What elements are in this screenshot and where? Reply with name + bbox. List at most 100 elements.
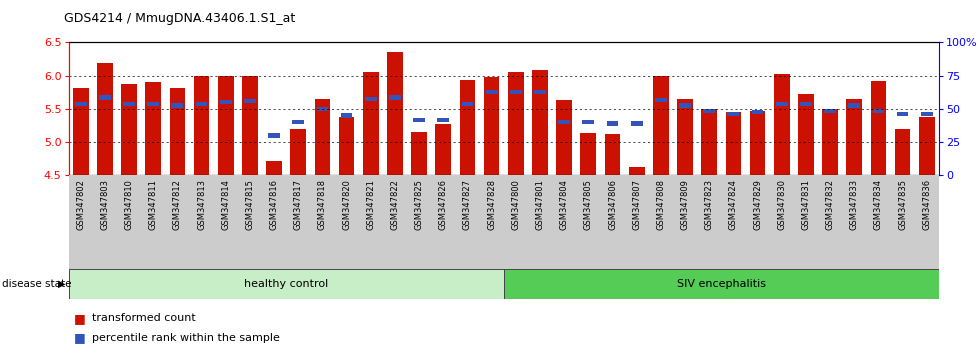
Bar bbox=[290, 130, 306, 175]
Bar bbox=[414, 118, 425, 122]
Bar bbox=[339, 118, 355, 175]
Bar bbox=[824, 109, 836, 113]
Bar bbox=[534, 90, 546, 95]
Bar bbox=[269, 133, 280, 138]
Text: ▶: ▶ bbox=[58, 279, 66, 289]
Bar bbox=[776, 102, 788, 106]
Bar bbox=[725, 112, 741, 175]
Bar bbox=[194, 76, 210, 175]
Text: GSM347817: GSM347817 bbox=[294, 179, 303, 230]
Bar bbox=[508, 72, 523, 175]
Bar bbox=[145, 82, 161, 175]
Bar bbox=[580, 133, 596, 175]
Text: GSM347813: GSM347813 bbox=[197, 179, 206, 230]
Text: transformed count: transformed count bbox=[92, 313, 196, 323]
Bar bbox=[341, 113, 353, 118]
Text: GSM347802: GSM347802 bbox=[76, 179, 85, 230]
Bar bbox=[822, 109, 838, 175]
Text: GSM347828: GSM347828 bbox=[487, 179, 496, 230]
Bar bbox=[872, 109, 884, 113]
Bar bbox=[412, 132, 427, 175]
Bar bbox=[435, 124, 451, 175]
Bar bbox=[73, 88, 88, 175]
Bar bbox=[800, 102, 811, 106]
Text: GSM347806: GSM347806 bbox=[608, 179, 617, 230]
Text: GSM347809: GSM347809 bbox=[680, 179, 690, 230]
Text: GSM347821: GSM347821 bbox=[367, 179, 375, 230]
Bar bbox=[267, 161, 282, 175]
Text: ■: ■ bbox=[74, 312, 85, 325]
Bar bbox=[727, 112, 739, 116]
Text: GSM347800: GSM347800 bbox=[512, 179, 520, 230]
Bar bbox=[847, 99, 862, 175]
Text: GSM347818: GSM347818 bbox=[318, 179, 327, 230]
Bar bbox=[220, 100, 231, 104]
Bar bbox=[315, 99, 330, 175]
Bar bbox=[172, 103, 183, 108]
Text: GSM347810: GSM347810 bbox=[124, 179, 133, 230]
Bar bbox=[607, 121, 618, 126]
Bar bbox=[798, 94, 813, 175]
Text: GSM347830: GSM347830 bbox=[777, 179, 786, 230]
Text: GSM347801: GSM347801 bbox=[535, 179, 545, 230]
Bar bbox=[870, 81, 886, 175]
Bar bbox=[437, 118, 449, 122]
Text: GSM347814: GSM347814 bbox=[221, 179, 230, 230]
Text: GSM347825: GSM347825 bbox=[415, 179, 423, 230]
Bar bbox=[462, 102, 473, 106]
Bar bbox=[317, 107, 328, 111]
Bar bbox=[631, 121, 643, 126]
Bar bbox=[629, 167, 645, 175]
Bar bbox=[389, 96, 401, 100]
Bar bbox=[752, 110, 763, 114]
Text: GSM347823: GSM347823 bbox=[705, 179, 713, 230]
Bar bbox=[510, 90, 521, 95]
Text: GSM347831: GSM347831 bbox=[802, 179, 810, 230]
Bar bbox=[919, 117, 935, 175]
Text: GDS4214 / MmugDNA.43406.1.S1_at: GDS4214 / MmugDNA.43406.1.S1_at bbox=[64, 12, 295, 25]
Bar bbox=[532, 70, 548, 175]
Bar bbox=[921, 112, 933, 116]
Bar bbox=[504, 269, 939, 299]
Bar bbox=[897, 112, 908, 116]
Bar bbox=[679, 103, 691, 108]
Bar bbox=[677, 99, 693, 175]
Bar bbox=[704, 109, 715, 113]
Bar bbox=[849, 103, 860, 108]
Text: GSM347833: GSM347833 bbox=[850, 179, 858, 230]
Text: GSM347812: GSM347812 bbox=[172, 179, 182, 230]
Text: GSM347822: GSM347822 bbox=[390, 179, 400, 230]
Bar bbox=[895, 130, 910, 175]
Bar bbox=[147, 102, 159, 106]
Bar bbox=[582, 120, 594, 124]
Bar bbox=[365, 97, 376, 101]
Bar bbox=[486, 90, 498, 95]
Text: GSM347816: GSM347816 bbox=[270, 179, 278, 230]
Bar bbox=[74, 102, 86, 106]
Text: GSM347811: GSM347811 bbox=[149, 179, 158, 230]
Text: GSM347827: GSM347827 bbox=[463, 179, 472, 230]
Text: GSM347807: GSM347807 bbox=[632, 179, 641, 230]
Bar bbox=[123, 102, 135, 106]
Bar bbox=[99, 96, 111, 100]
Bar bbox=[196, 102, 208, 106]
Bar bbox=[702, 109, 717, 175]
Bar bbox=[69, 269, 504, 299]
Bar bbox=[387, 52, 403, 175]
Text: GSM347808: GSM347808 bbox=[657, 179, 665, 230]
Text: GSM347815: GSM347815 bbox=[245, 179, 255, 230]
Text: GSM347836: GSM347836 bbox=[922, 179, 931, 230]
Bar bbox=[484, 77, 500, 175]
Bar bbox=[460, 80, 475, 175]
Bar bbox=[122, 84, 137, 175]
Text: GSM347804: GSM347804 bbox=[560, 179, 568, 230]
Bar bbox=[655, 98, 666, 102]
Text: ■: ■ bbox=[74, 331, 85, 344]
Bar bbox=[559, 120, 570, 124]
Text: percentile rank within the sample: percentile rank within the sample bbox=[92, 332, 280, 343]
Bar bbox=[218, 76, 233, 175]
Bar bbox=[774, 74, 790, 175]
Bar bbox=[97, 63, 113, 175]
Text: GSM347834: GSM347834 bbox=[874, 179, 883, 230]
Text: GSM347805: GSM347805 bbox=[584, 179, 593, 230]
